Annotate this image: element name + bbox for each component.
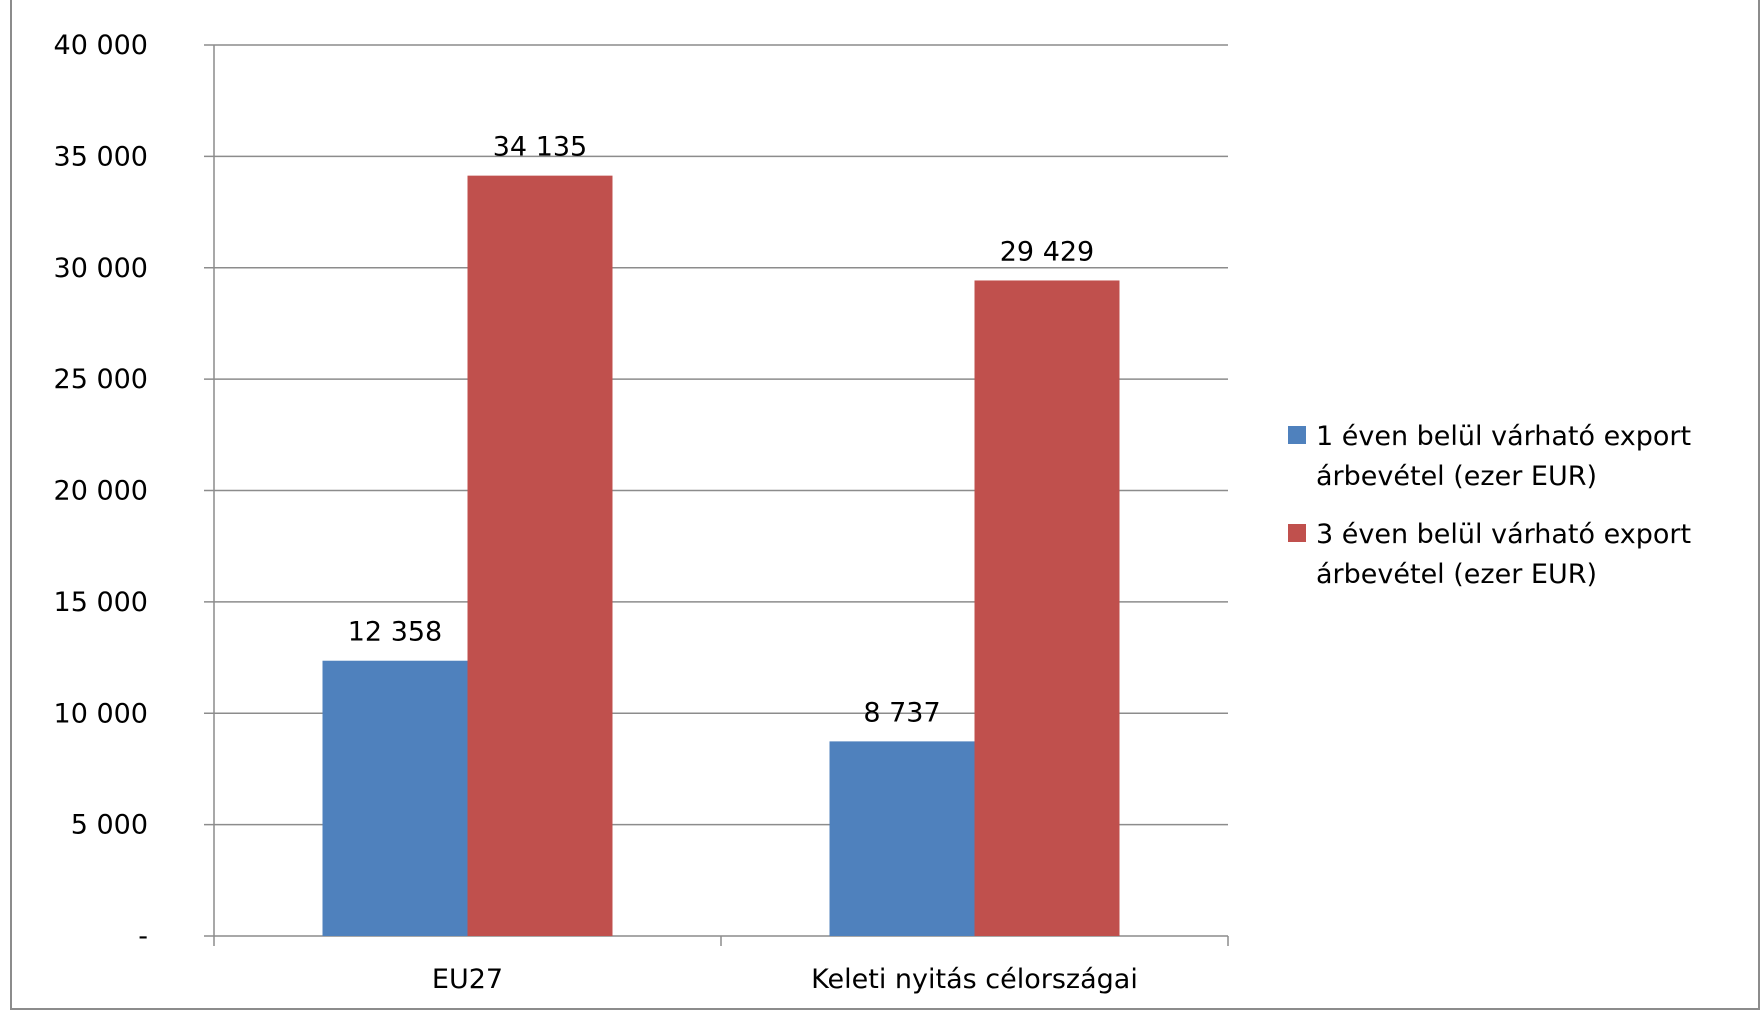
data-label: 12 358 (348, 617, 442, 648)
y-tick-label: 5 000 (71, 810, 148, 841)
axes: - 5 000 10 000 15 000 20 000 25 000 30 000 35 0… (54, 30, 1229, 995)
y-tick-label: 40 000 (54, 30, 148, 61)
data-label: 29 429 (1000, 236, 1094, 267)
bar-2-1 (467, 175, 613, 936)
x-category-label: EU27 (432, 964, 503, 995)
x-category-label: Keleti nyitás célországai (811, 964, 1138, 995)
y-tick-label: - (138, 921, 148, 952)
y-tick-label: 15 000 (54, 587, 148, 618)
y-tick-label: 30 000 (54, 253, 148, 284)
legend-label: 3 éven belül várható export (1316, 519, 1691, 550)
bars (322, 175, 1120, 937)
y-tick-label: 35 000 (54, 141, 148, 172)
legend-swatch (1288, 426, 1306, 444)
bar-2-2 (974, 280, 1120, 937)
legend-label: árbevétel (ezer EUR) (1316, 559, 1597, 590)
y-tick-label: 10 000 (54, 698, 148, 729)
legend: 1 éven belül várható export árbevétel (ez… (1288, 421, 1691, 590)
legend-swatch (1288, 524, 1306, 542)
data-label: 8 737 (863, 697, 940, 728)
legend-label: árbevétel (ezer EUR) (1316, 461, 1597, 492)
y-tick-label: 20 000 (54, 476, 148, 507)
bar-1-1 (322, 660, 468, 936)
data-label: 34 135 (493, 132, 587, 163)
data-labels: 12 358 34 135 8 737 29 429 (348, 132, 1094, 729)
legend-label: 1 éven belül várható export (1316, 421, 1691, 452)
y-tick-label: 25 000 (54, 364, 148, 395)
bar-1-2 (829, 741, 975, 936)
